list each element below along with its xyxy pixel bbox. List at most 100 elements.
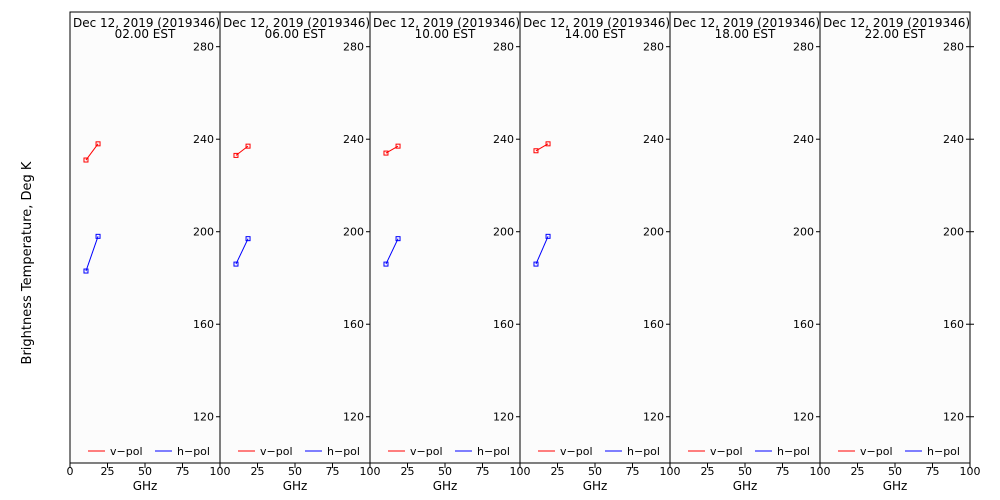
series-line-v-pol xyxy=(85,143,99,161)
y-tick-label: 160 xyxy=(943,318,964,331)
legend-label-h-pol: h−pol xyxy=(477,445,510,458)
series-line-h-pol xyxy=(85,236,99,272)
x-tick-label: 25 xyxy=(101,465,115,478)
series-line-h-pol xyxy=(385,238,399,265)
data-point-h-pol xyxy=(395,236,401,242)
x-tick-label: 100 xyxy=(660,465,681,478)
legend-label-h-pol: h−pol xyxy=(327,445,360,458)
x-axis-label: GHz xyxy=(433,479,458,493)
panel-4: Dec 12, 2019 (2019346)14.00 EST 120 160 200… xyxy=(519,11,681,493)
data-point-v-pol xyxy=(233,152,239,158)
y-tick-label: 280 xyxy=(793,41,814,54)
x-tick-label: 75 xyxy=(926,465,940,478)
data-point-v-pol xyxy=(545,141,551,147)
data-point-h-pol xyxy=(245,236,251,242)
data-point-h-pol xyxy=(383,261,389,267)
plot-frame xyxy=(69,11,221,464)
legend-label-h-pol: h−pol xyxy=(627,445,660,458)
panel-title-time: 22.00 EST xyxy=(865,27,926,41)
legend-label-v-pol: v−pol xyxy=(260,445,293,458)
x-tick-label: 50 xyxy=(438,465,452,478)
y-tick-label: 160 xyxy=(793,318,814,331)
panel-title-date: Dec 12, 2019 (2019346) xyxy=(73,16,220,30)
data-point-v-pol xyxy=(533,148,539,154)
y-tick-label: 280 xyxy=(193,41,214,54)
series-line-h-pol xyxy=(535,236,549,265)
panel-3: Dec 12, 2019 (2019346)10.00 EST 120 160 200… xyxy=(369,11,531,493)
x-tick-label: 75 xyxy=(626,465,640,478)
y-tick-label: 120 xyxy=(343,411,364,424)
x-axis-label: GHz xyxy=(883,479,908,493)
x-tick-label: 75 xyxy=(776,465,790,478)
data-point-v-pol xyxy=(95,141,101,147)
legend-label-v-pol: v−pol xyxy=(710,445,743,458)
y-tick-label: 280 xyxy=(343,41,364,54)
y-axis-label: Brightness Temperature, Deg K xyxy=(20,161,35,364)
plot-frame xyxy=(369,11,521,464)
series-line-h-pol xyxy=(235,238,249,265)
y-tick-label: 160 xyxy=(343,318,364,331)
y-tick-label: 240 xyxy=(343,133,364,146)
x-tick-label: 100 xyxy=(510,465,531,478)
data-point-h-pol xyxy=(83,268,89,274)
data-point-v-pol xyxy=(395,143,401,149)
data-point-v-pol xyxy=(245,143,251,149)
data-point-h-pol xyxy=(545,233,551,239)
panel-title-time: 18.00 EST xyxy=(715,27,776,41)
x-axis-label: GHz xyxy=(583,479,608,493)
y-tick-label: 160 xyxy=(643,318,664,331)
y-tick-label: 240 xyxy=(943,133,964,146)
legend-label-h-pol: h−pol xyxy=(927,445,960,458)
x-tick-label: 100 xyxy=(360,465,381,478)
plot-frame xyxy=(519,11,671,464)
panels-group: Dec 12, 2019 (2019346)02.00 EST120160200… xyxy=(67,11,981,493)
panel-title-time: 10.00 EST xyxy=(415,27,476,41)
y-tick-label: 240 xyxy=(793,133,814,146)
data-point-h-pol xyxy=(233,261,239,267)
y-tick-label: 240 xyxy=(493,133,514,146)
legend-label-v-pol: v−pol xyxy=(410,445,443,458)
data-point-h-pol xyxy=(95,233,101,239)
panel-5: Dec 12, 2019 (2019346)18.00 EST 120 160 200… xyxy=(669,11,831,493)
y-tick-label: 200 xyxy=(493,226,514,239)
y-tick-label: 160 xyxy=(193,318,214,331)
legend-label-h-pol: h−pol xyxy=(777,445,810,458)
panel-title-time: 02.00 EST xyxy=(115,27,176,41)
x-tick-label: 25 xyxy=(251,465,265,478)
panel-title-date: Dec 12, 2019 (2019346) xyxy=(523,16,670,30)
y-tick-label: 200 xyxy=(793,226,814,239)
plot-frame xyxy=(219,11,371,464)
panel-title-date: Dec 12, 2019 (2019346) xyxy=(373,16,520,30)
y-tick-label: 120 xyxy=(943,411,964,424)
x-tick-label: 50 xyxy=(288,465,302,478)
x-tick-label: 100 xyxy=(960,465,981,478)
panel-title-time: 06.00 EST xyxy=(265,27,326,41)
x-tick-label: 50 xyxy=(888,465,902,478)
y-tick-label: 120 xyxy=(793,411,814,424)
data-point-v-pol xyxy=(83,157,89,163)
x-tick-label: 75 xyxy=(176,465,190,478)
data-point-v-pol xyxy=(383,150,389,156)
x-tick-label: 25 xyxy=(851,465,865,478)
y-tick-label: 120 xyxy=(193,411,214,424)
y-tick-label: 120 xyxy=(493,411,514,424)
panel-1: Dec 12, 2019 (2019346)02.00 EST 120 160 200… xyxy=(67,11,231,493)
x-tick-label: 50 xyxy=(588,465,602,478)
y-tick-label: 200 xyxy=(343,226,364,239)
legend-label-v-pol: v−pol xyxy=(110,445,143,458)
y-tick-label: 200 xyxy=(643,226,664,239)
x-tick-label: 0 xyxy=(67,465,74,478)
x-axis-label: GHz xyxy=(733,479,758,493)
legend-label-v-pol: v−pol xyxy=(560,445,593,458)
x-tick-label: 25 xyxy=(551,465,565,478)
x-tick-label: 50 xyxy=(738,465,752,478)
y-tick-label: 200 xyxy=(943,226,964,239)
panel-title-date: Dec 12, 2019 (2019346) xyxy=(223,16,370,30)
x-axis-label: GHz xyxy=(133,479,158,493)
y-tick-label: 120 xyxy=(643,411,664,424)
y-tick-label: 240 xyxy=(193,133,214,146)
y-tick-label: 200 xyxy=(193,226,214,239)
panel-2: Dec 12, 2019 (2019346)06.00 EST 120 160 200… xyxy=(219,11,381,493)
y-tick-label: 280 xyxy=(493,41,514,54)
